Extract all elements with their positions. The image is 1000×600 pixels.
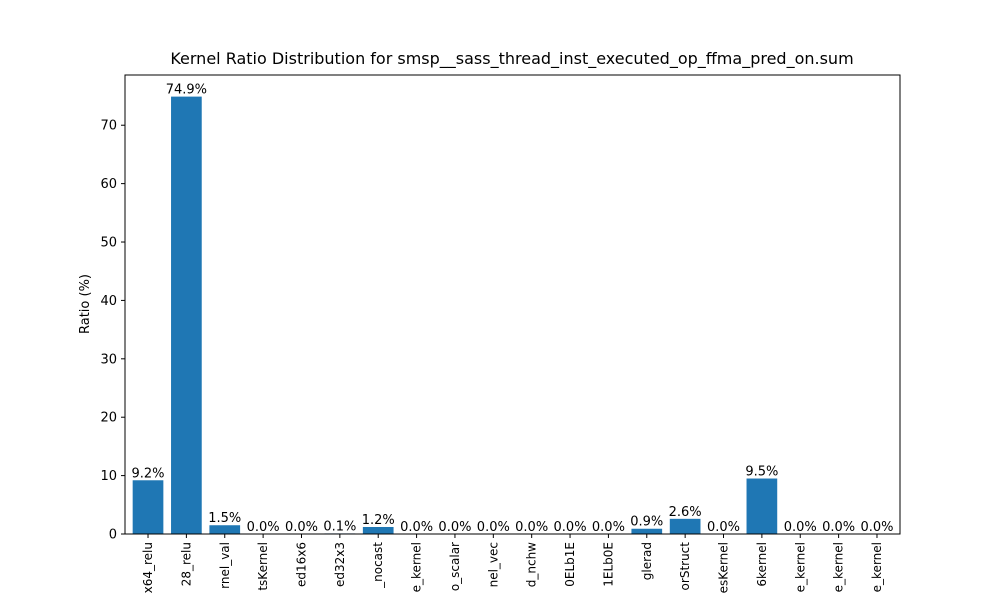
- x-tick-label-12: 1ELb0E: [601, 542, 615, 587]
- x-tick-label-5: ed32x3: [333, 542, 347, 587]
- data-label-3: 0.0%: [247, 520, 280, 535]
- x-tick-label-17: e_kernel: [793, 542, 807, 592]
- y-axis: 0 10 20 30 40 50 60 70: [100, 119, 125, 543]
- y-tick-label-1: 10: [100, 469, 117, 484]
- data-label-5: 0.1%: [323, 519, 356, 534]
- x-tick-label-7: e_kernel: [410, 542, 424, 592]
- x-tick-label-10: d_nchw: [525, 542, 539, 587]
- data-label-8: 0.0%: [438, 520, 471, 535]
- data-labels-group: 9.2% 74.9% 1.5% 0.0% 0.0% 0.1% 1.2% 0.0% 0.0% 0.0…: [132, 83, 894, 535]
- data-label-7: 0.0%: [400, 520, 433, 535]
- data-label-11: 0.0%: [554, 520, 587, 535]
- x-tick-label-13: glerad: [640, 542, 654, 580]
- data-label-1: 74.9%: [166, 83, 207, 98]
- bars-group: [132, 96, 778, 535]
- bar-13: [631, 528, 663, 534]
- y-tick-label-3: 30: [100, 352, 117, 367]
- data-label-19: 0.0%: [860, 520, 893, 535]
- x-axis: x64_relu 28_relu rnel_val tsKernel ed16x6 ed3…: [141, 534, 884, 593]
- x-tick-label-15: esKernel: [717, 542, 731, 593]
- data-label-0: 9.2%: [132, 466, 165, 481]
- bar-16: [746, 478, 778, 534]
- data-label-13: 0.9%: [630, 515, 663, 530]
- data-label-14: 2.6%: [669, 505, 702, 520]
- data-label-9: 0.0%: [477, 520, 510, 535]
- y-tick-label-5: 50: [100, 236, 117, 251]
- data-label-6: 1.2%: [362, 513, 395, 528]
- bar-2: [209, 525, 241, 534]
- data-label-17: 0.0%: [784, 520, 817, 535]
- plot-frame: [124, 74, 901, 535]
- x-tick-label-14: orStruct: [678, 542, 692, 591]
- x-tick-label-3: tsKernel: [256, 542, 270, 591]
- x-tick-label-1: 28_relu: [179, 542, 193, 586]
- y-tick-label-7: 70: [100, 119, 117, 134]
- x-tick-label-18: e_kernel: [832, 542, 846, 592]
- data-label-4: 0.0%: [285, 520, 318, 535]
- x-tick-label-19: e_kernel: [870, 542, 884, 592]
- x-tick-label-11: 0ELb1E: [563, 542, 577, 587]
- x-tick-label-9: nel_vec: [486, 542, 500, 587]
- bar-0: [132, 480, 164, 534]
- data-label-16: 9.5%: [745, 465, 778, 480]
- x-tick-label-0: x64_relu: [141, 542, 155, 593]
- y-tick-label-6: 60: [100, 177, 117, 192]
- data-label-18: 0.0%: [822, 520, 855, 535]
- bar-1: [171, 96, 202, 535]
- y-tick-label-2: 20: [100, 411, 117, 426]
- x-tick-label-2: rnel_val: [218, 542, 232, 589]
- data-label-15: 0.0%: [707, 520, 740, 535]
- y-tick-label-4: 40: [100, 294, 117, 309]
- data-label-2: 1.5%: [208, 511, 241, 526]
- data-label-12: 0.0%: [592, 520, 625, 535]
- x-tick-label-4: ed16x6: [294, 542, 308, 587]
- x-tick-label-16: 6kernel: [755, 542, 769, 587]
- data-label-10: 0.0%: [515, 520, 548, 535]
- y-tick-label-0: 0: [109, 528, 117, 543]
- y-axis-label: Ratio (%): [78, 274, 93, 334]
- chart-title: Kernel Ratio Distribution for smsp__sass…: [170, 49, 853, 69]
- bar-6: [362, 526, 394, 534]
- x-tick-label-8: o_scalar: [448, 542, 462, 591]
- x-tick-label-6: _nocast: [371, 542, 385, 589]
- bar-14: [669, 518, 701, 534]
